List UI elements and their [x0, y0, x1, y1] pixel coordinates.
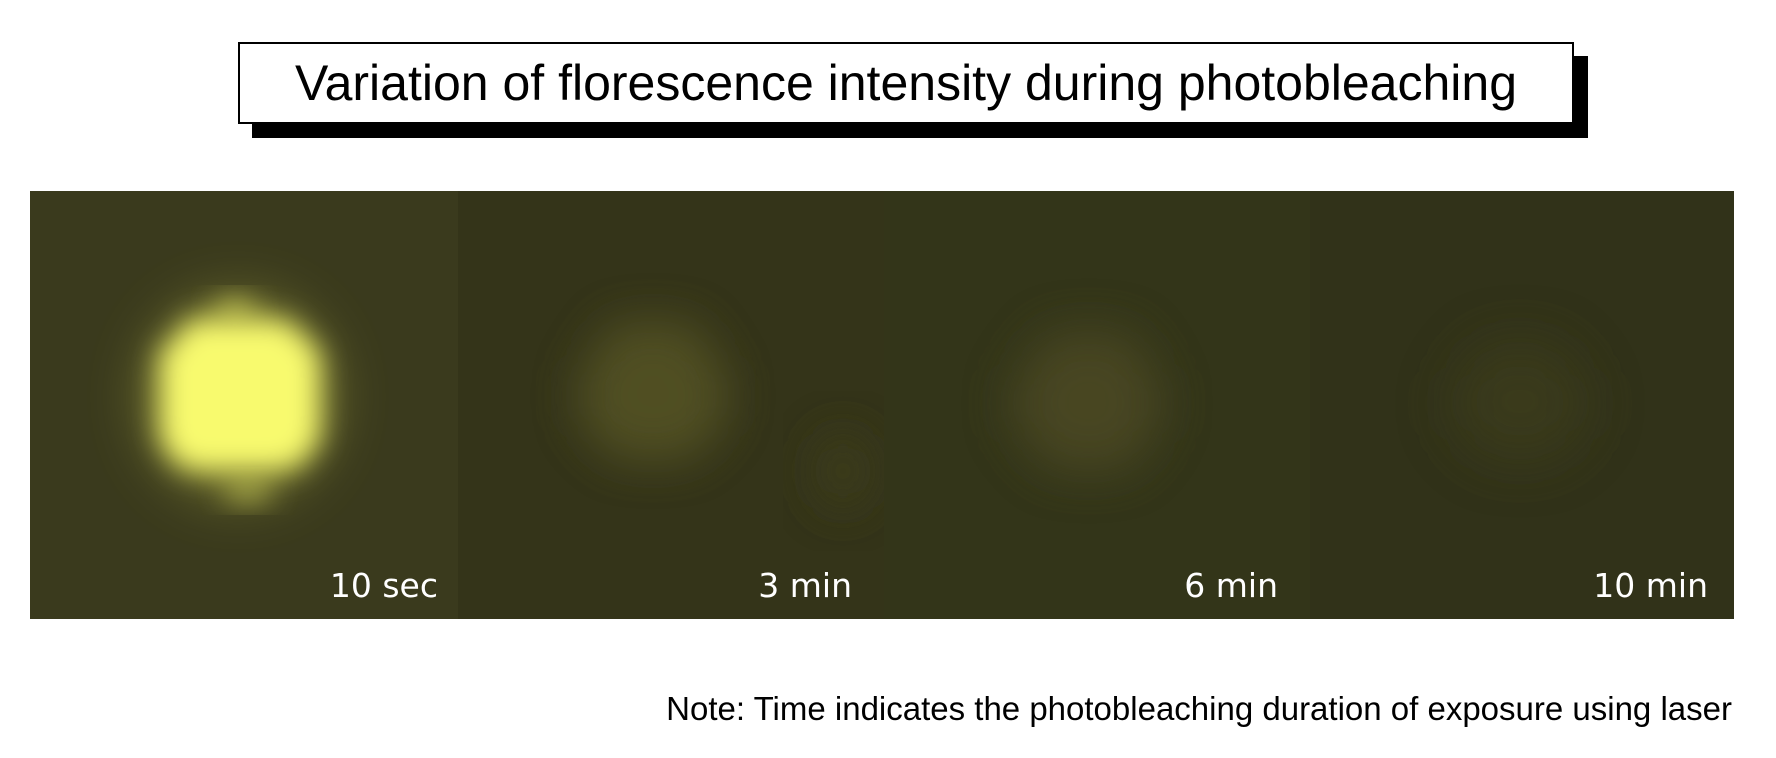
panel-3-min: 3 min [458, 191, 884, 619]
micrograph-10-min [1310, 191, 1734, 619]
time-label: 10 min [1593, 566, 1708, 605]
title-box: Variation of florescence intensity durin… [238, 42, 1588, 138]
micrograph-3-min [458, 191, 884, 619]
footnote: Note: Time indicates the photobleaching … [666, 690, 1732, 727]
time-label: 3 min [758, 566, 852, 605]
figure-title: Variation of florescence intensity durin… [238, 42, 1574, 124]
panel-10-sec: 10 sec [30, 191, 458, 619]
time-label: 6 min [1184, 566, 1278, 605]
micrograph-6-min [884, 191, 1310, 619]
time-label: 10 sec [329, 566, 438, 605]
image-strip: 10 sec 3 min [30, 191, 1734, 619]
panel-6-min: 6 min [884, 191, 1310, 619]
micrograph-10-sec [30, 191, 458, 619]
panel-10-min: 10 min [1310, 191, 1734, 619]
